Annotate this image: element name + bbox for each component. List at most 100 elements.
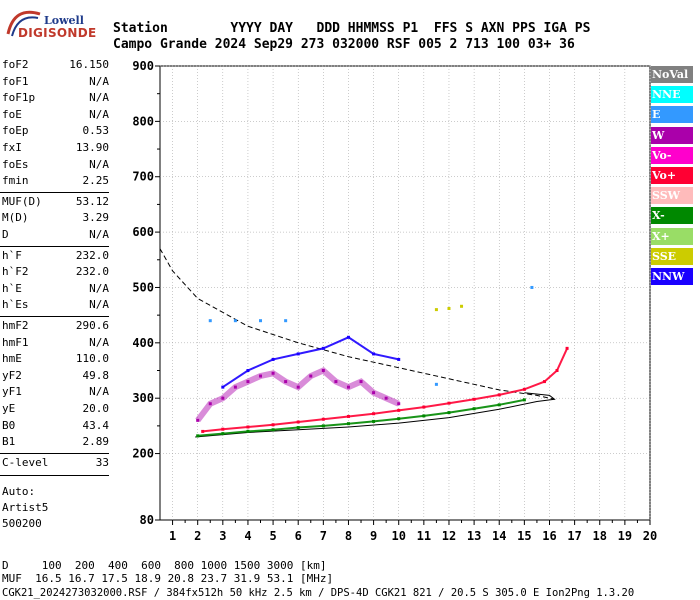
param-row: foEp 0.53 [2,123,109,139]
x-tick-label: 14 [492,529,506,543]
param-label: hmF1 [2,335,29,349]
y-tick-label: 900 [132,59,154,73]
param-value: 43.4 [82,418,110,432]
param-label: B1 [2,435,16,449]
param-row: hmF1 N/A [2,335,109,351]
x-tick-label: 12 [442,529,456,543]
panel-separator [0,475,109,477]
param-label: yF2 [2,368,22,382]
param-row: B0 43.4 [2,418,109,434]
param-value: 2.89 [82,435,110,449]
param-value: N/A [89,74,109,88]
param-value: 110.0 [75,352,109,366]
param-value: 2.25 [82,174,110,188]
panel-separator [0,316,109,317]
legend-item-noval: NoVal [651,66,693,83]
panel-separator [0,191,109,193]
x-tick-label: 6 [295,529,302,543]
param-row: fxI 13.90 [2,140,109,156]
param-label: fxI [2,141,22,154]
echo-point [259,319,263,323]
x-tick-label: 19 [618,529,632,543]
param-label: foF1p [2,91,36,105]
y-tick-label: 500 [132,280,154,294]
echo-point [372,391,376,395]
logo-lowell-text: Lowell [44,14,84,27]
echo-point [434,382,438,386]
param-row: yE 20.0 [2,401,109,417]
y-tick-label: 700 [132,170,154,184]
nnw-echoes-line [222,336,399,388]
logo-swirl-icon [6,10,41,37]
param-value: 49.8 [82,368,110,382]
legend-item-x-: X- [651,207,693,225]
footer-distance: D 100 200 400 600 800 1000 1500 3000 [km… [2,559,327,572]
x-tick-label: 10 [391,529,405,543]
echo-point [221,396,225,400]
param-label: MUF(D) [2,194,42,208]
echo-point [384,396,388,400]
legend-item-vo-: Vo- [651,146,693,164]
echo-point [284,319,288,323]
x-tick-label: 1 [169,529,176,543]
param-label: yF1 [2,385,22,399]
param-value: N/A [89,228,109,241]
x-tick-label: 5 [269,529,276,543]
param-row: hmE 110.0 [2,351,109,367]
param-value: N/A [89,335,109,349]
legend-item-vo-: Vo+ [651,167,693,184]
legend-item-nne: NNE [651,86,693,104]
y-tick-label: 300 [132,391,154,405]
x-tick-label: 20 [643,529,657,543]
x-tick-label: 13 [467,529,481,543]
legend-item-nnw: NNW [651,268,693,285]
ordinary-trace [201,346,569,433]
param-value: 16.150 [69,58,109,71]
param-value: N/A [89,91,109,105]
echo-point [447,307,451,311]
x-tick-label: 9 [370,529,377,543]
param-row: foE N/A [2,107,109,123]
echo-point [259,374,263,378]
param-row: foF1 N/A [2,74,109,90]
param-value: 232.0 [75,248,109,262]
echo-point [271,371,275,375]
footer-file-info: CGK21_2024273032000.RSF / 384fx512h 50 k… [2,587,635,599]
param-label: h`Es [2,298,29,312]
echo-point [334,380,338,384]
param-label: hmE [2,352,22,366]
x-tick-label: 11 [417,529,431,543]
param-label: M(D) [2,211,29,225]
param-value: 53.12 [75,194,109,208]
param-value: 20.0 [82,402,110,415]
param-row: foEs N/A [2,157,109,173]
echo-point [309,374,313,378]
param-row: h`E N/A [2,281,109,297]
diffuse-spread-f [195,366,401,423]
diffuse-spread-f-line [195,366,400,423]
y-tick-label: 400 [132,336,154,350]
param-row: h`Es N/A [2,297,109,313]
nnw-echoes [221,335,401,389]
echo-point [284,380,288,384]
param-row: yF1 N/A [2,384,109,400]
sse-echoes [434,304,464,312]
y-tick-label: 200 [132,447,154,461]
x-tick-label: 8 [345,529,352,543]
header-labels: Station YYYY DAY DDD HHMMSS P1 FFS S AXN… [113,21,591,36]
auto-software: Artist5 [2,501,49,514]
footer-muf: MUF 16.5 16.7 17.5 18.9 20.8 23.7 31.9 5… [2,572,334,585]
param-row: h`F2 232.0 [2,264,109,280]
echo-point [196,434,200,438]
echo-point [346,385,350,389]
param-value: 0.53 [82,124,110,138]
param-label: h`F [2,248,22,262]
y-tick-label: 800 [132,114,154,128]
auto-label: Auto: [2,485,36,498]
legend-item-sse: SSE [651,247,693,265]
logo-digisonde-text: DIGISONDE [18,26,97,40]
param-row: hmF2 290.6 [2,318,109,334]
y-tick-label: 600 [132,225,154,239]
param-value: N/A [89,298,109,312]
profile-solid-curve [195,392,556,438]
